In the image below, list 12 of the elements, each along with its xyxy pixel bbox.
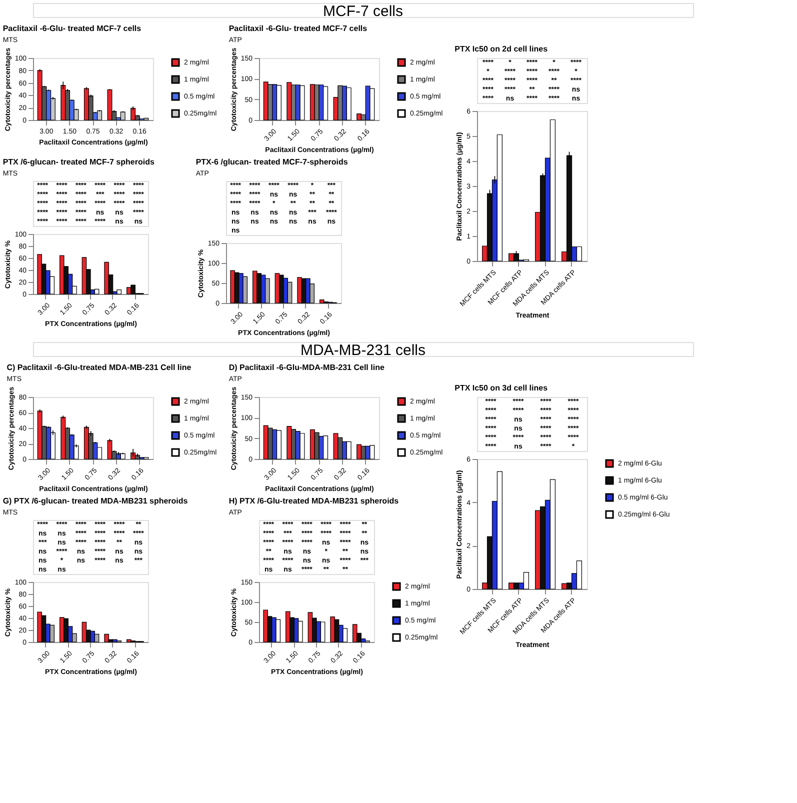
chart-title: Paclitaxil -6-Glu- treated MCF-7 cells	[228, 24, 368, 33]
chart-title: PTX-6 /glucan- treated MCF-7-spheroids	[196, 158, 348, 166]
chart-title: G) PTX /6-glucan- treated MDA-MB231 spheroids	[2, 496, 188, 506]
chart-title: PTX Ic50 on 3d cell lines	[454, 384, 548, 392]
chart-title: D) Paclitaxil -6-Glu-MDA-MB-231 Cell line	[228, 362, 385, 372]
chart-title: C) Paclitaxil -6-Glu-treated MDA-MB-231 Cell line	[6, 362, 192, 372]
text: MCF-7 cells	[322, 3, 404, 20]
chart-title: PTX Ic50 on 2d cell lines	[454, 44, 548, 54]
chart-title: Paclitaxil -6-Glu- treated MCF-7 cells	[2, 24, 142, 33]
chart-title: PTX /6-glucan- treated MCF-7 spheroids	[2, 158, 155, 166]
chart-title: H) PTX /6-Glu-treated MDA-MB231 spheroids	[228, 496, 400, 506]
text: MDA-MB-231 cells	[300, 342, 426, 359]
